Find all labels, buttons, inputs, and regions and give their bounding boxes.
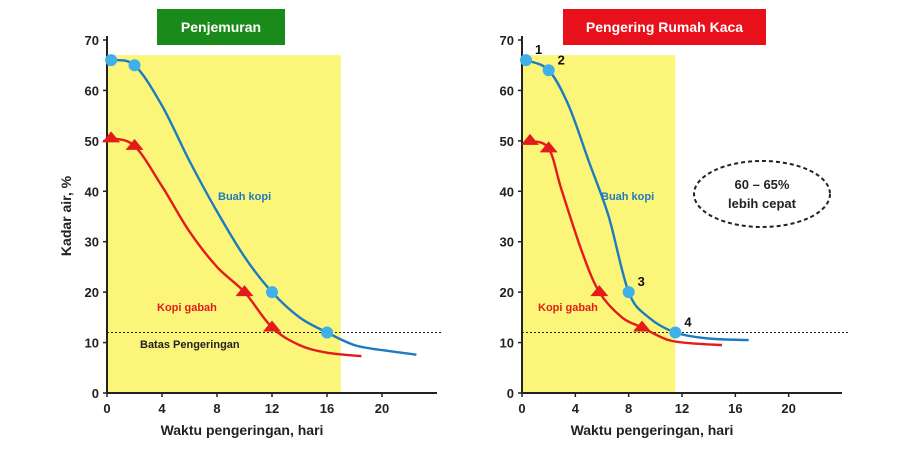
x-tick-label: 20 [781, 401, 795, 416]
series-buah-kopi: 1 2 3 4 Buah kopi [520, 42, 749, 342]
data-point [125, 138, 144, 150]
data-point [539, 141, 558, 153]
series-kopi-gabah: Kopi gabah [521, 133, 723, 347]
series-line [529, 139, 723, 347]
x-tick-label: 20 [375, 401, 389, 416]
x-tick-label: 16 [728, 401, 742, 416]
y-tick-label: 10 [85, 336, 99, 351]
data-point [321, 326, 333, 339]
chart-panel-1: Penjemuran 0 10 20 30 40 50 60 70 0 4 8 12 16 20 Waktu … [58, 9, 443, 438]
callout-line-1: 60 – 65% [735, 177, 790, 192]
y-tick-label: 30 [85, 235, 99, 250]
point-label: 2 [558, 52, 565, 67]
x-axis-title: Waktu pengeringan, hari [571, 422, 734, 438]
point-label: 3 [638, 274, 645, 289]
x-tick-label: 4 [572, 401, 580, 416]
y-tick-label: 20 [85, 285, 99, 300]
y-tick-label: 10 [500, 336, 514, 351]
series-buah-kopi: Buah kopi [105, 54, 417, 356]
callout-line-2: lebih cepat [728, 196, 797, 211]
series-label: Kopi gabah [157, 302, 217, 314]
callout-ellipse [693, 160, 831, 228]
data-point [633, 320, 651, 332]
point-label: 4 [684, 314, 692, 329]
series-label: Buah kopi [601, 191, 654, 203]
y-tick-label: 30 [500, 235, 514, 250]
y-tick-label: 40 [500, 184, 514, 199]
shaded-region [522, 55, 676, 393]
x-tick-label: 16 [320, 401, 334, 416]
y-tick-label: 70 [85, 33, 99, 48]
y-tick-label: 50 [85, 134, 99, 149]
data-point [102, 131, 121, 143]
series-kopi-gabah: Kopi gabah [102, 131, 362, 358]
series-label: Buah kopi [218, 191, 271, 203]
chart-title: Penjemuran [181, 19, 261, 35]
data-point [235, 285, 254, 297]
chart-title: Pengering Rumah Kaca [586, 19, 743, 35]
data-point [105, 54, 118, 67]
series-line [110, 137, 362, 358]
y-axis-title: Kadar air, % [58, 175, 74, 256]
x-tick-label: 0 [103, 401, 110, 416]
y-tick-label: 70 [500, 33, 514, 48]
y-tick-label: 40 [85, 184, 99, 199]
chart-title-box [563, 9, 766, 45]
series-line [525, 59, 749, 342]
y-tick-label: 0 [507, 386, 514, 401]
point-label: 1 [535, 42, 542, 57]
data-point [542, 64, 555, 77]
series-line [110, 58, 417, 356]
x-tick-label: 0 [518, 401, 525, 416]
data-point [590, 285, 609, 297]
y-tick-label: 50 [500, 134, 514, 149]
x-tick-label: 4 [158, 401, 166, 416]
x-tick-label: 8 [213, 401, 220, 416]
data-point [128, 59, 141, 72]
x-tick-label: 12 [265, 401, 279, 416]
data-point [622, 286, 635, 299]
data-point [669, 326, 682, 339]
y-tick-label: 60 [85, 83, 99, 98]
data-point [266, 286, 278, 299]
chart-title-box [157, 9, 285, 45]
x-axis-title: Waktu pengeringan, hari [161, 422, 324, 438]
series-label: Kopi gabah [538, 302, 598, 314]
x-tick-label: 12 [675, 401, 689, 416]
drying-limit-label: Batas Pengeringan [140, 339, 240, 351]
y-tick-label: 0 [92, 386, 99, 401]
data-point [263, 320, 281, 332]
y-tick-label: 60 [500, 83, 514, 98]
x-tick-label: 8 [625, 401, 632, 416]
data-point [520, 54, 532, 67]
data-point [521, 133, 539, 145]
y-tick-label: 20 [500, 285, 514, 300]
